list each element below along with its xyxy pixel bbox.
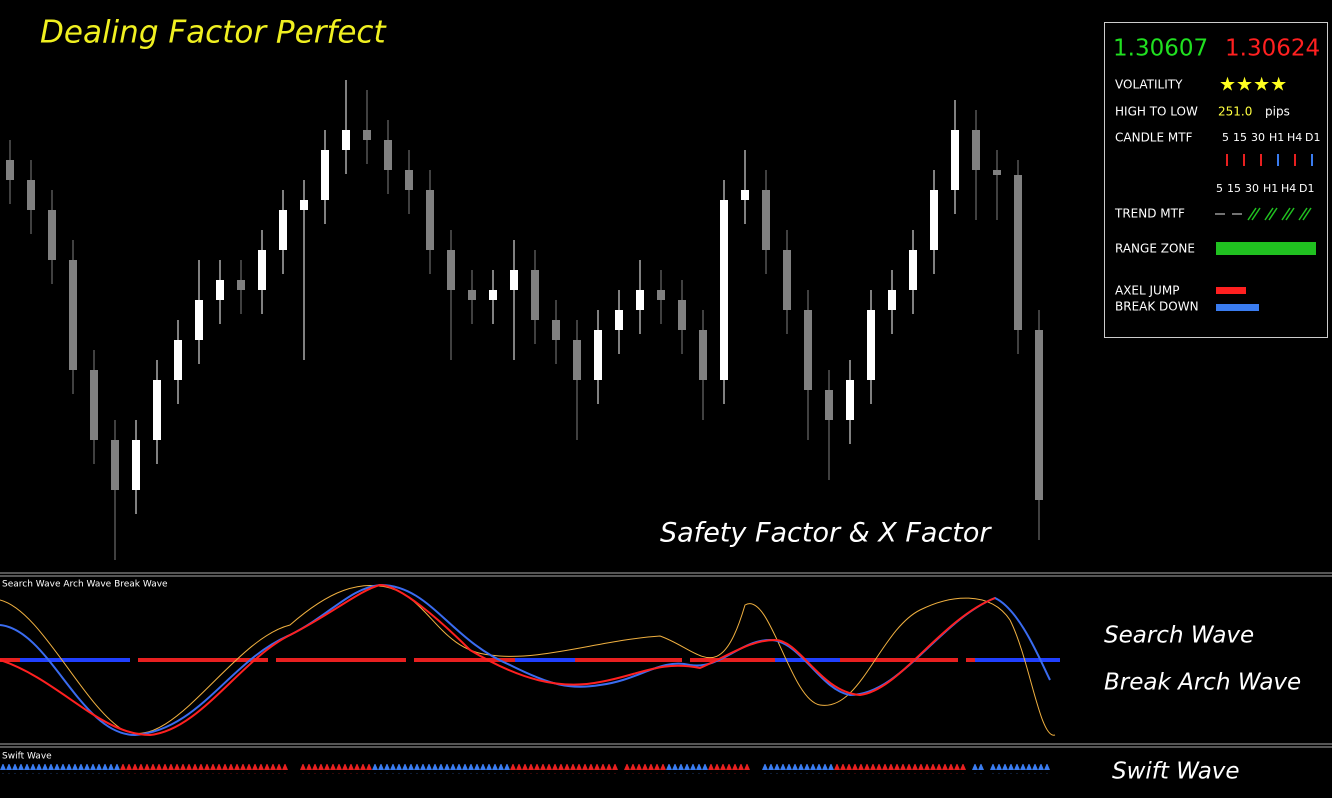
timeframe: 30 [1245,182,1259,195]
axel-bar [1216,287,1246,294]
candle-body [153,380,161,440]
candle-body [888,290,896,310]
candle-body [468,290,476,300]
candle-body [678,300,686,330]
candle-body [363,130,371,140]
candle-body [909,250,917,290]
candle-body [846,380,854,420]
candle-body [27,180,35,210]
candle-body [321,150,329,200]
candle-body [552,320,560,340]
candle-body [699,330,707,380]
range-bar [1216,242,1316,255]
timeframe: D1 [1305,131,1320,144]
timeframe: 5 [1216,182,1223,195]
candle-body [720,200,728,380]
candle-body [174,340,182,380]
candle-body [258,250,266,290]
candle-body [930,190,938,250]
swift-wave [0,764,1050,774]
candle-body [1035,330,1043,500]
wave-label: Break Arch Wave [1104,670,1301,696]
timeframe: 30 [1251,131,1265,144]
timeframe: 15 [1227,182,1241,195]
candle-body [384,140,392,170]
candle-body [342,130,350,150]
candle-body [783,250,791,310]
break-bar [1216,304,1259,311]
candle-body [132,440,140,490]
label: TREND MTF [1114,207,1185,221]
candle-body [594,330,602,380]
timeframe: 5 [1222,131,1229,144]
candle-body [69,260,77,370]
candle-body [762,190,770,250]
candle-body [90,370,98,440]
candle-body [825,390,833,420]
candle-body [657,290,665,300]
candle-body [279,210,287,250]
timeframe: H1 [1263,182,1278,195]
candle-body [111,440,119,490]
red-wave [0,583,996,737]
annotation: Safety Factor & X Factor [660,518,992,549]
wave-label: Search Wave [1104,623,1254,649]
timeframe: H1 [1269,131,1284,144]
bid: 1.30607 [1113,36,1208,62]
candle-body [636,290,644,310]
timeframe: H4 [1287,131,1302,144]
candle-body [867,310,875,380]
candle-body [615,310,623,330]
candle-body [405,170,413,190]
timeframes: 5 15 30 H1 H4 D1 [1222,131,1320,144]
label: RANGE ZONE [1115,242,1195,256]
candle-body [1014,175,1022,330]
candle-body [993,170,1001,175]
label: BREAK DOWN [1115,300,1199,314]
chart-title: Dealing Factor Perfect [40,15,387,51]
timeframe: H4 [1281,182,1296,195]
timeframe: D1 [1299,182,1314,195]
candle-body [426,190,434,250]
candle-body [510,270,518,290]
arch-wave [0,584,1056,736]
label: CANDLE MTF [1115,131,1193,145]
ask: 1.30624 [1225,36,1320,62]
wave-legend: Search Wave Arch Wave Break Wave [2,580,168,590]
unit: pips [1265,105,1290,119]
candle-body [6,160,14,180]
candle-body [48,210,56,260]
candle-body [216,280,224,300]
timeframe: 15 [1233,131,1247,144]
candle-body [237,280,245,290]
trend-flags [1215,207,1312,221]
candle-body [489,290,497,300]
label: AXEL JUMP [1115,284,1179,298]
candle-body [447,250,455,290]
separators [0,572,1332,748]
candle-body [951,130,959,190]
stars: ★★★★ [1219,74,1287,96]
candle-body [573,340,581,380]
swift-legend: Swift Wave [2,752,52,762]
candle-body [741,190,749,200]
candle-body [195,300,203,340]
label: VOLATILITY [1115,78,1183,92]
info-box [1104,22,1328,338]
candle-body [804,310,812,390]
candle-body [972,130,980,170]
swift-label: Swift Wave [1112,759,1240,785]
value: 251.0 [1218,105,1252,119]
label: HIGH TO LOW [1115,105,1198,119]
candle-flags [1226,154,1313,166]
candles [6,80,1043,560]
candle-body [300,200,308,210]
candle-body [531,270,539,320]
timeframes: 5 15 30 H1 H4 D1 [1216,182,1314,195]
